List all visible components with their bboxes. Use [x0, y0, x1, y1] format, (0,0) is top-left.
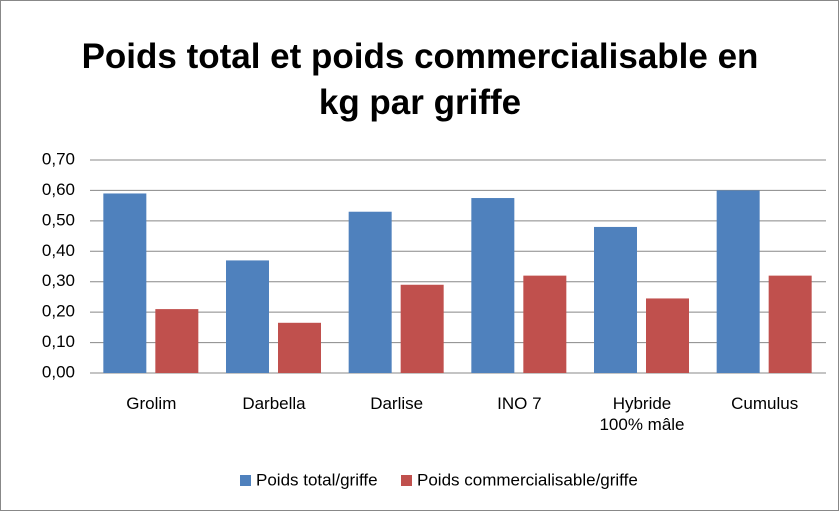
bar [768, 275, 812, 373]
legend-swatch [401, 475, 412, 486]
y-tick-label: 0,40 [42, 241, 75, 260]
y-tick-label: 0,00 [42, 362, 75, 381]
bar [103, 193, 147, 373]
legend-label: Poids commercialisable/griffe [417, 470, 638, 489]
bar [348, 211, 392, 373]
x-tick-label: Cumulus [731, 394, 799, 413]
x-tick-label: Darlise [370, 394, 424, 413]
chart-title: Poids total et poids commercialisable en… [81, 37, 759, 122]
x-tick-label: Grolim [126, 394, 177, 413]
legend-swatch [240, 475, 251, 486]
y-tick-label: 0,60 [42, 180, 75, 199]
bar [646, 298, 689, 373]
bar [471, 198, 515, 373]
x-tick-label: Hybride 100% mâle [599, 394, 685, 434]
bar [278, 322, 321, 373]
bar [226, 260, 269, 373]
bar [594, 226, 637, 373]
y-tick-label: 0,20 [42, 302, 75, 321]
x-tick-label: INO 7 [497, 394, 542, 413]
y-tick-label: 0,70 [42, 149, 75, 168]
bar [523, 275, 567, 373]
bar [400, 284, 444, 373]
y-tick-label: 0,50 [42, 210, 75, 229]
legend-label: Poids total/griffe [256, 470, 378, 489]
y-tick-label: 0,30 [42, 271, 75, 290]
bar [155, 309, 199, 373]
x-tick-label: Darbella [242, 394, 306, 413]
bar [716, 190, 760, 373]
y-tick-label: 0,10 [42, 332, 75, 351]
